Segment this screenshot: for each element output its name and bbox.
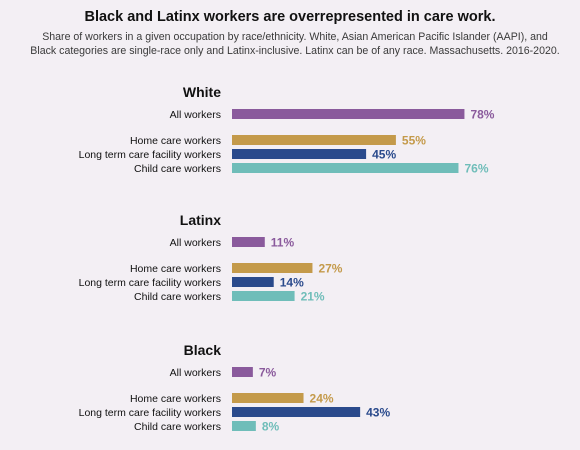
value-label-black-child-care-workers: 8%	[262, 420, 280, 434]
bar-latinx-home-care-workers	[232, 263, 313, 273]
value-label-latinx-child-care-workers: 21%	[301, 290, 325, 304]
bar-white-long-term-care-facility-workers	[232, 149, 367, 159]
bar-white-all-workers	[232, 109, 465, 119]
bar-white-child-care-workers	[232, 163, 459, 173]
bar-black-all-workers	[232, 367, 253, 377]
value-label-white-long-term-care-facility-workers: 45%	[372, 148, 396, 162]
value-label-black-long-term-care-facility-workers: 43%	[366, 406, 390, 420]
group-title-latinx: Latinx	[180, 212, 221, 228]
value-label-black-all-workers: 7%	[259, 366, 277, 380]
value-label-latinx-all-workers: 11%	[271, 236, 295, 250]
value-label-white-all-workers: 78%	[470, 108, 494, 122]
group-title-white: White	[183, 84, 221, 100]
chart-title: Black and Latinx workers are overreprese…	[84, 9, 496, 25]
category-label-black-all-workers: All workers	[170, 367, 221, 379]
bar-black-long-term-care-facility-workers	[232, 407, 361, 417]
category-label-white-all-workers: All workers	[170, 109, 221, 121]
bar-white-home-care-workers	[232, 135, 396, 145]
chart-subtitle: Share of workers in a given occupation b…	[30, 31, 560, 57]
bar-latinx-child-care-workers	[232, 291, 295, 301]
bar-black-child-care-workers	[232, 421, 256, 431]
category-label-black-long-term-care-facility-workers: Long term care facility workers	[79, 407, 221, 419]
group-title-black: Black	[184, 342, 222, 358]
category-label-latinx-home-care-workers: Home care workers	[130, 263, 221, 275]
category-label-white-long-term-care-facility-workers: Long term care facility workers	[79, 149, 221, 161]
category-label-latinx-all-workers: All workers	[170, 237, 221, 249]
value-label-white-home-care-workers: 55%	[402, 134, 426, 148]
value-label-black-home-care-workers: 24%	[310, 392, 334, 406]
bar-black-home-care-workers	[232, 393, 304, 403]
value-label-latinx-home-care-workers: 27%	[318, 262, 342, 276]
category-label-white-child-care-workers: Child care workers	[134, 163, 221, 175]
category-label-black-child-care-workers: Child care workers	[134, 421, 221, 433]
category-label-white-home-care-workers: Home care workers	[130, 135, 221, 147]
category-label-black-home-care-workers: Home care workers	[130, 393, 221, 405]
category-label-latinx-long-term-care-facility-workers: Long term care facility workers	[79, 277, 221, 289]
category-label-latinx-child-care-workers: Child care workers	[134, 291, 221, 303]
bar-latinx-long-term-care-facility-workers	[232, 277, 274, 287]
value-label-latinx-long-term-care-facility-workers: 14%	[280, 276, 304, 290]
value-label-white-child-care-workers: 76%	[464, 162, 488, 176]
bar-latinx-all-workers	[232, 237, 265, 247]
